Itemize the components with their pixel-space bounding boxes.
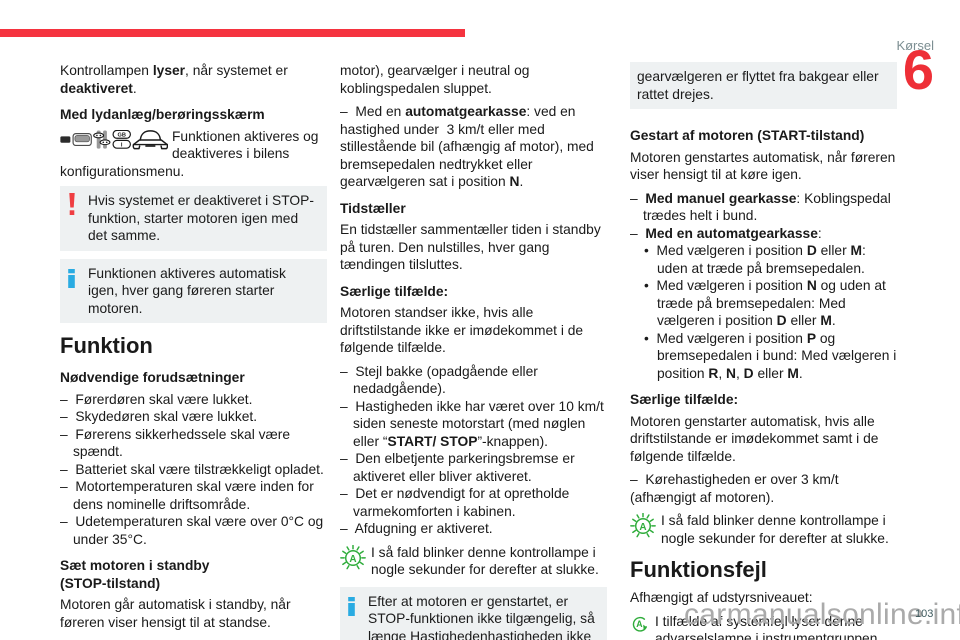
- svg-text:A: A: [636, 619, 643, 629]
- svg-text:I: I: [121, 142, 123, 148]
- svg-text:GB: GB: [118, 132, 126, 138]
- svg-text:A: A: [639, 523, 646, 534]
- svg-text:A: A: [349, 554, 356, 565]
